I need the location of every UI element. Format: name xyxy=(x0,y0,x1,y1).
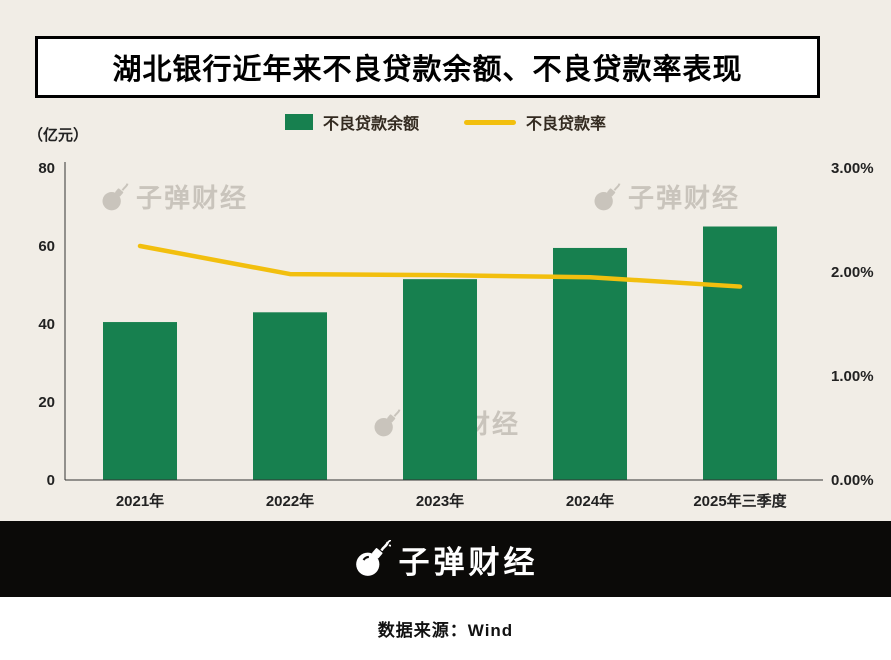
bomb-icon xyxy=(594,182,621,210)
x-axis-category-label: 2024年 xyxy=(566,492,614,510)
bar-line-chart: 0 20 40 60 80 0.00% 1.00% 2.00% 3.00% 2021年 2022年 2… xyxy=(38,160,874,510)
brand-name: 子弹财经 xyxy=(398,544,539,580)
data-source-text: 数据来源：Wind xyxy=(377,621,514,640)
x-axis-category-label: 2021年 xyxy=(116,492,164,510)
npl-balance-bar xyxy=(403,279,477,480)
bomb-icon xyxy=(374,408,401,436)
bomb-icon xyxy=(102,182,129,210)
legend-label-npl-balance: 不良贷款余额 xyxy=(322,116,419,133)
x-axis-category-label: 2022年 xyxy=(266,492,314,510)
watermark: 子弹财经 xyxy=(592,178,740,215)
left-axis-tick: 20 xyxy=(38,394,55,411)
watermark: 子弹财经 xyxy=(100,178,248,215)
watermark-text: 子弹财经 xyxy=(136,183,249,213)
npl-balance-bar xyxy=(703,226,777,480)
legend-label-npl-rate: 不良贷款率 xyxy=(526,116,607,133)
npl-balance-bar xyxy=(103,322,177,480)
right-axis-tick: 1.00% xyxy=(831,368,874,385)
left-axis-unit-label: （亿元） xyxy=(28,127,89,144)
left-axis-tick: 40 xyxy=(38,316,55,333)
npl-balance-bar xyxy=(253,312,327,480)
chart-title: 湖北银行近年来不良贷款余额、不良贷款率表现 xyxy=(35,36,820,98)
source-band: 数据来源：Wind xyxy=(0,597,891,660)
legend-item-npl-balance: 不良贷款余额 xyxy=(284,110,419,134)
x-axis-category-label: 2023年 xyxy=(416,492,464,510)
right-axis-tick: 3.00% xyxy=(831,160,874,177)
right-axis-tick: 0.00% xyxy=(831,472,874,489)
left-axis-tick: 80 xyxy=(38,160,55,177)
bomb-icon xyxy=(355,540,391,576)
x-axis-category-label: 2025年三季度 xyxy=(693,492,787,510)
chart-legend: 不良贷款余额 不良贷款率 xyxy=(0,110,891,134)
brand-banner: 子弹财经 xyxy=(0,521,891,597)
npl-rate-line xyxy=(137,243,743,289)
legend-item-npl-rate: 不良贷款率 xyxy=(464,110,606,134)
watermark-text: 子弹财经 xyxy=(628,183,741,213)
left-axis-tick: 0 xyxy=(47,472,55,489)
bar-series-swatch xyxy=(284,114,313,130)
left-axis-tick: 60 xyxy=(38,238,55,255)
npl-balance-bar xyxy=(553,247,627,480)
right-axis-tick: 2.00% xyxy=(831,264,874,281)
brand-logo: 子弹财经 xyxy=(353,537,539,582)
line-series-swatch xyxy=(464,119,516,125)
